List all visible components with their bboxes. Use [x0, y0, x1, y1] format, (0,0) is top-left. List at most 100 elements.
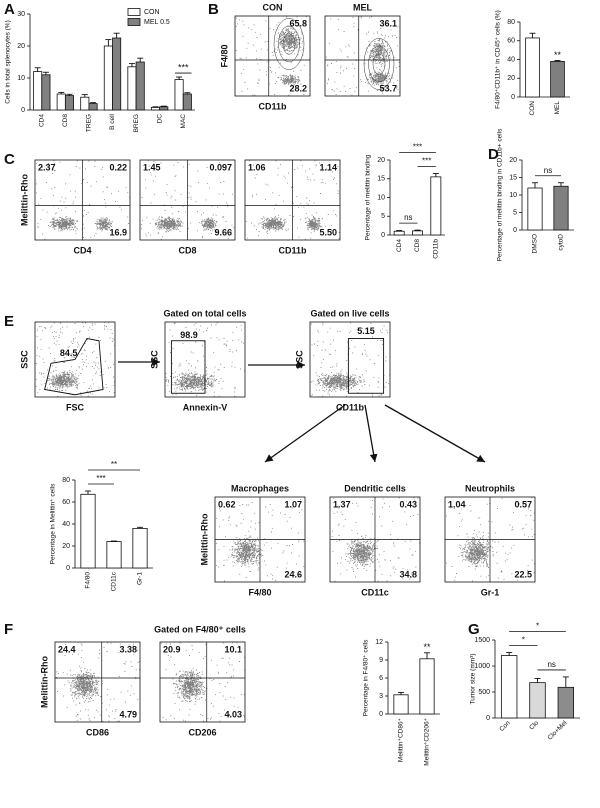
quadrant-value: 22.5	[514, 569, 532, 579]
y-axis-label: Percentage in F4/80⁺ cells	[363, 639, 370, 717]
bar	[182, 93, 192, 111]
y-tick-label: 60	[62, 499, 70, 506]
plot-title: Macrophages	[231, 483, 289, 493]
contour	[273, 18, 305, 70]
plot-title: MEL	[353, 2, 373, 12]
legend-swatch	[127, 8, 141, 16]
contour	[278, 25, 300, 63]
bar	[132, 528, 148, 569]
y-tick-label: 5	[513, 209, 517, 216]
x-tick-label: DC	[156, 114, 163, 124]
y-tick-label: 10	[377, 194, 385, 201]
y-tick-label: 0	[381, 232, 385, 239]
x-tick-label: cytoD	[558, 234, 565, 251]
annotation: *	[536, 622, 539, 631]
y-axis-label: F4/80	[219, 44, 229, 67]
quadrant-value: 28.2	[289, 83, 307, 93]
plot-frame	[34, 321, 116, 398]
x-tick-label: Melittin⁺CD206⁺	[424, 717, 431, 765]
bar	[112, 37, 122, 111]
quadrant-value: 0.43	[399, 499, 417, 509]
x-tick-label: BREG	[133, 114, 140, 132]
x-axis-label: CD11b	[278, 245, 307, 255]
y-tick-label: 20	[377, 157, 385, 164]
x-tick-label: CD8	[62, 114, 69, 127]
y-tick-label: 20	[509, 157, 517, 164]
x-axis-label: CD11c	[361, 587, 389, 597]
contour	[282, 33, 296, 55]
gate-value: 5.15	[357, 326, 375, 336]
quadrant-value: 10.1	[224, 644, 242, 654]
gate-value: 84.5	[60, 348, 78, 358]
x-axis-label: CD86	[86, 727, 109, 737]
y-tick-label: 5	[381, 213, 385, 220]
gate	[347, 338, 385, 394]
y-tick-label: 20	[62, 543, 70, 550]
contour	[372, 53, 386, 75]
arrows	[118, 358, 486, 463]
bar	[500, 655, 518, 719]
y-tick-label: 1000	[474, 663, 490, 670]
y-tick-label: 30	[17, 11, 25, 18]
gate-value: 98.9	[180, 330, 198, 340]
quadrant-value: 16.9	[109, 227, 127, 237]
gate-title: Gated on F4/80⁺ cells	[154, 624, 246, 634]
y-tick-label: 12	[375, 639, 383, 646]
density-dots	[245, 160, 340, 240]
bar	[553, 185, 569, 231]
quadrant-value: 4.79	[119, 709, 137, 719]
quadrant-value: 1.07	[284, 499, 302, 509]
x-tick-label: Gr-1	[137, 572, 144, 585]
density-dots	[235, 16, 311, 96]
gate	[170, 340, 206, 394]
y-tick-label: 0	[21, 107, 25, 114]
x-axis-label: CD206	[188, 727, 216, 737]
quadrant-value: 65.8	[289, 18, 307, 28]
quadrant-value: 9.66	[214, 227, 232, 237]
y-tick-label: 0	[379, 711, 383, 718]
annotation: ns	[404, 213, 412, 222]
x-tick-label: TREG	[86, 114, 93, 132]
x-axis-label: Annexin-V	[183, 402, 228, 412]
contour	[368, 45, 390, 83]
density-dots	[310, 322, 391, 397]
plot-title: CON	[263, 2, 283, 12]
plot-frame	[159, 641, 246, 723]
quadrant-value: 0.57	[514, 499, 532, 509]
panel-label: G	[468, 621, 480, 638]
y-tick-label: 10	[509, 192, 517, 199]
plot-frame	[234, 15, 311, 97]
annotation: **	[554, 50, 562, 60]
gate	[44, 337, 104, 396]
bar	[150, 107, 161, 111]
quadrant-value: 1.37	[333, 499, 351, 509]
y-tick-label: 0	[66, 565, 70, 572]
y-tick-label: 40	[62, 521, 70, 528]
x-axis-label: F4/80	[248, 587, 271, 597]
y-tick-label: 0	[511, 94, 515, 101]
bar	[41, 74, 51, 111]
plot-title: Gated on live cells	[310, 308, 389, 318]
quadrant-value: 1.06	[248, 162, 266, 172]
plot-title: Gated on total cells	[163, 308, 246, 318]
x-tick-label: Melittin⁺CD86⁺	[398, 717, 405, 762]
quadrant-value: 0.62	[218, 499, 236, 509]
arrow	[384, 404, 486, 463]
density-dots	[445, 497, 535, 582]
density-dots	[55, 642, 141, 722]
panel-label: D	[488, 146, 499, 163]
y-axis-label: Tumor size (mm³)	[470, 653, 477, 704]
legend-label: CON	[144, 9, 160, 16]
bar	[80, 493, 96, 569]
x-tick-label: MAC	[180, 114, 187, 129]
panel-label: C	[4, 151, 15, 168]
y-axis-label: Percentage of melittin binding	[365, 154, 372, 240]
x-tick-label: CD4	[39, 114, 46, 127]
quadrant-value: 20.9	[163, 644, 181, 654]
x-tick-label: Clo+Mel	[547, 719, 569, 741]
density-dots	[325, 16, 401, 96]
x-axis-label: CD4	[73, 245, 91, 255]
y-tick-label: 10	[17, 75, 25, 82]
x-tick-label: CD11b	[433, 239, 440, 259]
y-axis-label: Percentage in Melittin⁺ cells	[50, 483, 57, 564]
